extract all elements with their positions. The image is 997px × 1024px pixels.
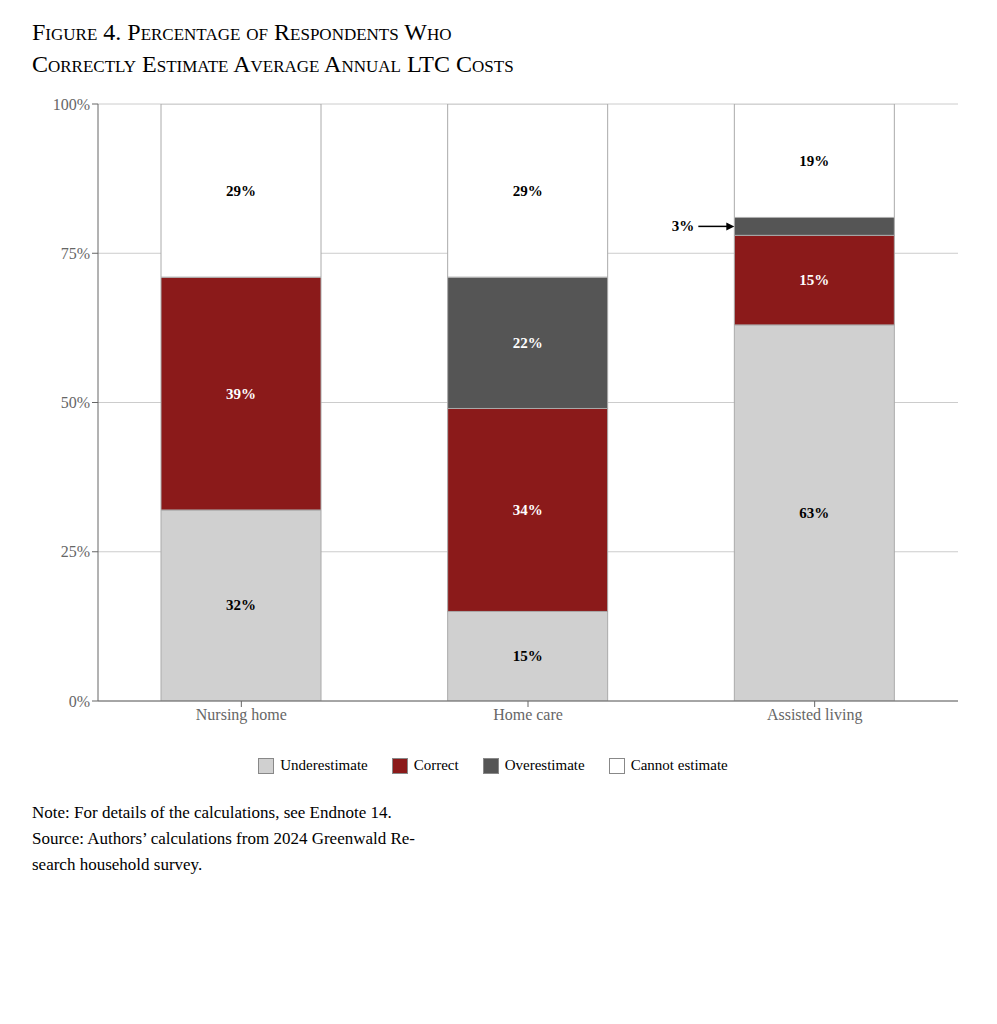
svg-text:3%: 3% [672, 218, 695, 234]
svg-text:Nursing home: Nursing home [196, 706, 287, 724]
svg-text:50%: 50% [61, 394, 90, 411]
html-text:Note: For details of the calcu: Note: For details of the calculations, s… [32, 803, 392, 822]
html-text:Correctly Estimate Average Ann: Correctly Estimate Average Annual LTC Co… [32, 51, 514, 77]
svg-text:34%: 34% [513, 502, 543, 518]
svg-text:15%: 15% [513, 648, 543, 664]
svg-text:75%: 75% [61, 245, 90, 262]
html-text:Overestimate: Overestimate [504, 757, 585, 773]
html-text:Source: Authors’ calculations: Source: Authors’ calculations from 2024 … [32, 829, 415, 848]
svg-text:63%: 63% [799, 505, 829, 521]
svg-text:0%: 0% [69, 693, 90, 710]
svg-text:29%: 29% [226, 183, 256, 199]
svg-text:22%: 22% [513, 335, 543, 351]
svg-text:39%: 39% [226, 386, 256, 402]
svg-text:25%: 25% [61, 543, 90, 560]
html-text:Figure 4. Percentage of Respon: Figure 4. Percentage of Respondents Who [32, 19, 452, 45]
svg-text:19%: 19% [799, 153, 829, 169]
html-text:Underestimate: Underestimate [280, 757, 368, 773]
svg-text:Assisted living: Assisted living [767, 706, 863, 724]
svg-text:29%: 29% [513, 183, 543, 199]
svg-text:32%: 32% [226, 597, 256, 613]
html-text:Cannot estimate: Cannot estimate [630, 757, 728, 773]
svg-text:Home care: Home care [493, 706, 563, 723]
svg-text:100%: 100% [53, 96, 90, 113]
html-text:search household survey.: search household survey. [32, 855, 203, 874]
svg-text:15%: 15% [799, 272, 829, 288]
html-text:Correct: Correct [413, 757, 459, 773]
